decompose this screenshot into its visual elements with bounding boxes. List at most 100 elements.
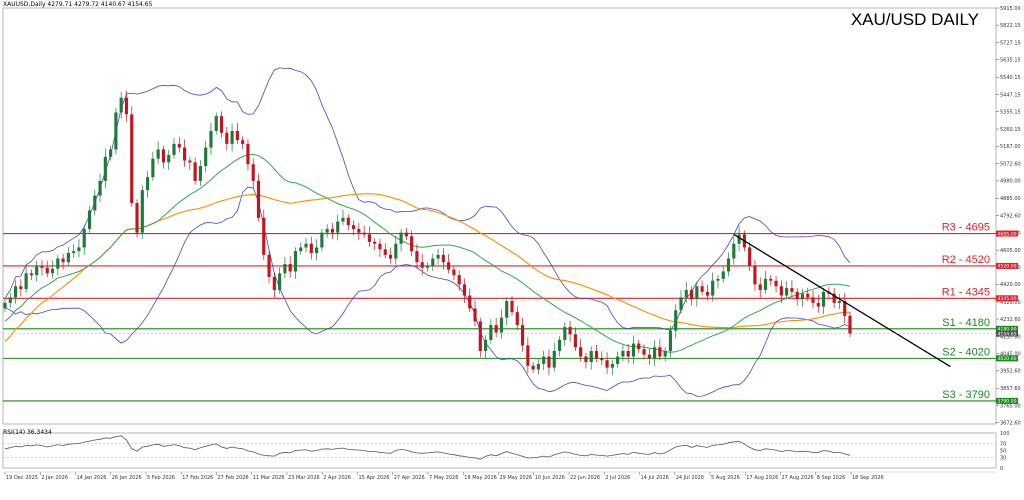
candle-body (425, 265, 430, 268)
price-tick-label: 5355.15 (1000, 109, 1021, 115)
candle-body (188, 160, 192, 163)
candle-body (272, 277, 276, 290)
candle-body (378, 243, 382, 250)
time-tick-label: 17 Aug 2026 (746, 475, 778, 481)
candle-body (61, 258, 65, 263)
candle-body (573, 334, 577, 348)
candle-body (167, 154, 171, 163)
candle-body (816, 302, 820, 307)
candle-body (161, 149, 166, 163)
candle-body (209, 130, 213, 148)
time-tick-label: 2 Jul 2026 (605, 475, 630, 481)
candle-body (256, 180, 261, 218)
price-tick-label: 3672.60 (1000, 420, 1021, 426)
candle-body (499, 317, 504, 333)
price-tick-label: 5167.00 (1000, 144, 1021, 150)
price-tick-label: 5072.60 (1000, 162, 1021, 168)
chart-title: XAU/USD DAILY (850, 10, 979, 29)
level-tag-label: 4345.00 (998, 296, 1017, 302)
candle-body (726, 258, 731, 272)
candle-body (394, 243, 398, 259)
candle-body (299, 247, 303, 252)
candle-body (663, 350, 667, 357)
candle-body (82, 228, 86, 248)
time-tick-label: 5 Aug 2026 (711, 475, 740, 481)
candle-body (837, 301, 842, 303)
candle-body (605, 360, 609, 368)
candle-body (689, 289, 694, 300)
candle-body (600, 358, 604, 361)
time-tick-label: 26 Jan 2026 (112, 475, 142, 481)
rsi-tick-label: 50 (1000, 448, 1006, 454)
candle-body (56, 258, 60, 269)
candle-body (848, 315, 852, 334)
candle-body (457, 275, 461, 285)
candle-body (278, 273, 282, 290)
candle-body (251, 164, 255, 181)
candle-body (388, 254, 393, 259)
candle-body (795, 291, 799, 300)
level-tag-label: 4520.00 (998, 264, 1017, 270)
time-tick-label: 11 Mar 2026 (253, 475, 285, 481)
candle-body (668, 330, 673, 351)
candle-body (594, 350, 599, 359)
candle-body (822, 291, 826, 307)
candle-body (774, 280, 778, 287)
candle-body (748, 247, 752, 266)
candle-body (737, 234, 741, 244)
candle-body (193, 162, 197, 181)
rsi-frame (2, 432, 997, 469)
candle-body (246, 143, 250, 165)
candle-body (705, 291, 709, 296)
candle-body (484, 339, 488, 351)
candle-body (520, 325, 525, 346)
candle-body (732, 243, 736, 259)
candle-body (589, 350, 593, 363)
time-tick-label: 10 Jun 2026 (535, 475, 565, 481)
candle-body (35, 265, 39, 276)
candle-body (700, 286, 704, 292)
candle-body (151, 158, 155, 178)
price-tick-label: 5915.00 (1000, 6, 1021, 12)
candle-body (336, 221, 340, 233)
level-tag (996, 397, 1018, 404)
candle-body (367, 234, 371, 242)
candle-body (214, 116, 218, 131)
candle-body (616, 356, 620, 364)
candle-body (204, 147, 208, 167)
candle-body (420, 262, 424, 268)
candle-body (769, 278, 773, 281)
candle-body (119, 97, 123, 113)
time-tick-label: 8 Sep 2026 (817, 475, 846, 481)
time-tick-label: 18 Sep 2026 (852, 475, 884, 481)
time-tick-label: 2 Jan 2026 (41, 475, 68, 481)
candle-body (124, 97, 129, 115)
rsi-line (4, 435, 851, 460)
time-tick-label: 14 Jul 2026 (641, 475, 669, 481)
price-tick-label: 4137.60 (1000, 334, 1021, 340)
candle-body (404, 232, 408, 237)
level-tag-label: 4180.00 (998, 327, 1017, 333)
candle-body (753, 265, 757, 285)
level-tag (996, 230, 1018, 237)
time-tick-label: 23 Mar 2026 (288, 475, 320, 481)
level-label: R3 - 4695 (942, 222, 990, 234)
time-tick-label: 27 Apr 2026 (394, 475, 425, 481)
candle-body (320, 232, 324, 248)
candle-body (13, 286, 18, 298)
candle-body (763, 278, 768, 290)
candle-body (262, 217, 266, 255)
candle-body (109, 149, 113, 157)
candle-body (288, 264, 292, 272)
candle-body (3, 302, 7, 309)
candle-body (452, 269, 456, 276)
candle-body (156, 149, 160, 159)
price-tick-label: 4232.60 (1000, 317, 1021, 323)
time-tick-label: 2 Apr 2026 (323, 475, 351, 481)
candle-body (72, 251, 76, 253)
rsi-label: RSI(14) 36.3434 (3, 429, 52, 436)
price-tick-label: 5260.15 (1000, 127, 1021, 133)
candle-body (93, 195, 97, 211)
price-tick-label: 5822.15 (1000, 23, 1021, 29)
candle-body (40, 265, 44, 268)
